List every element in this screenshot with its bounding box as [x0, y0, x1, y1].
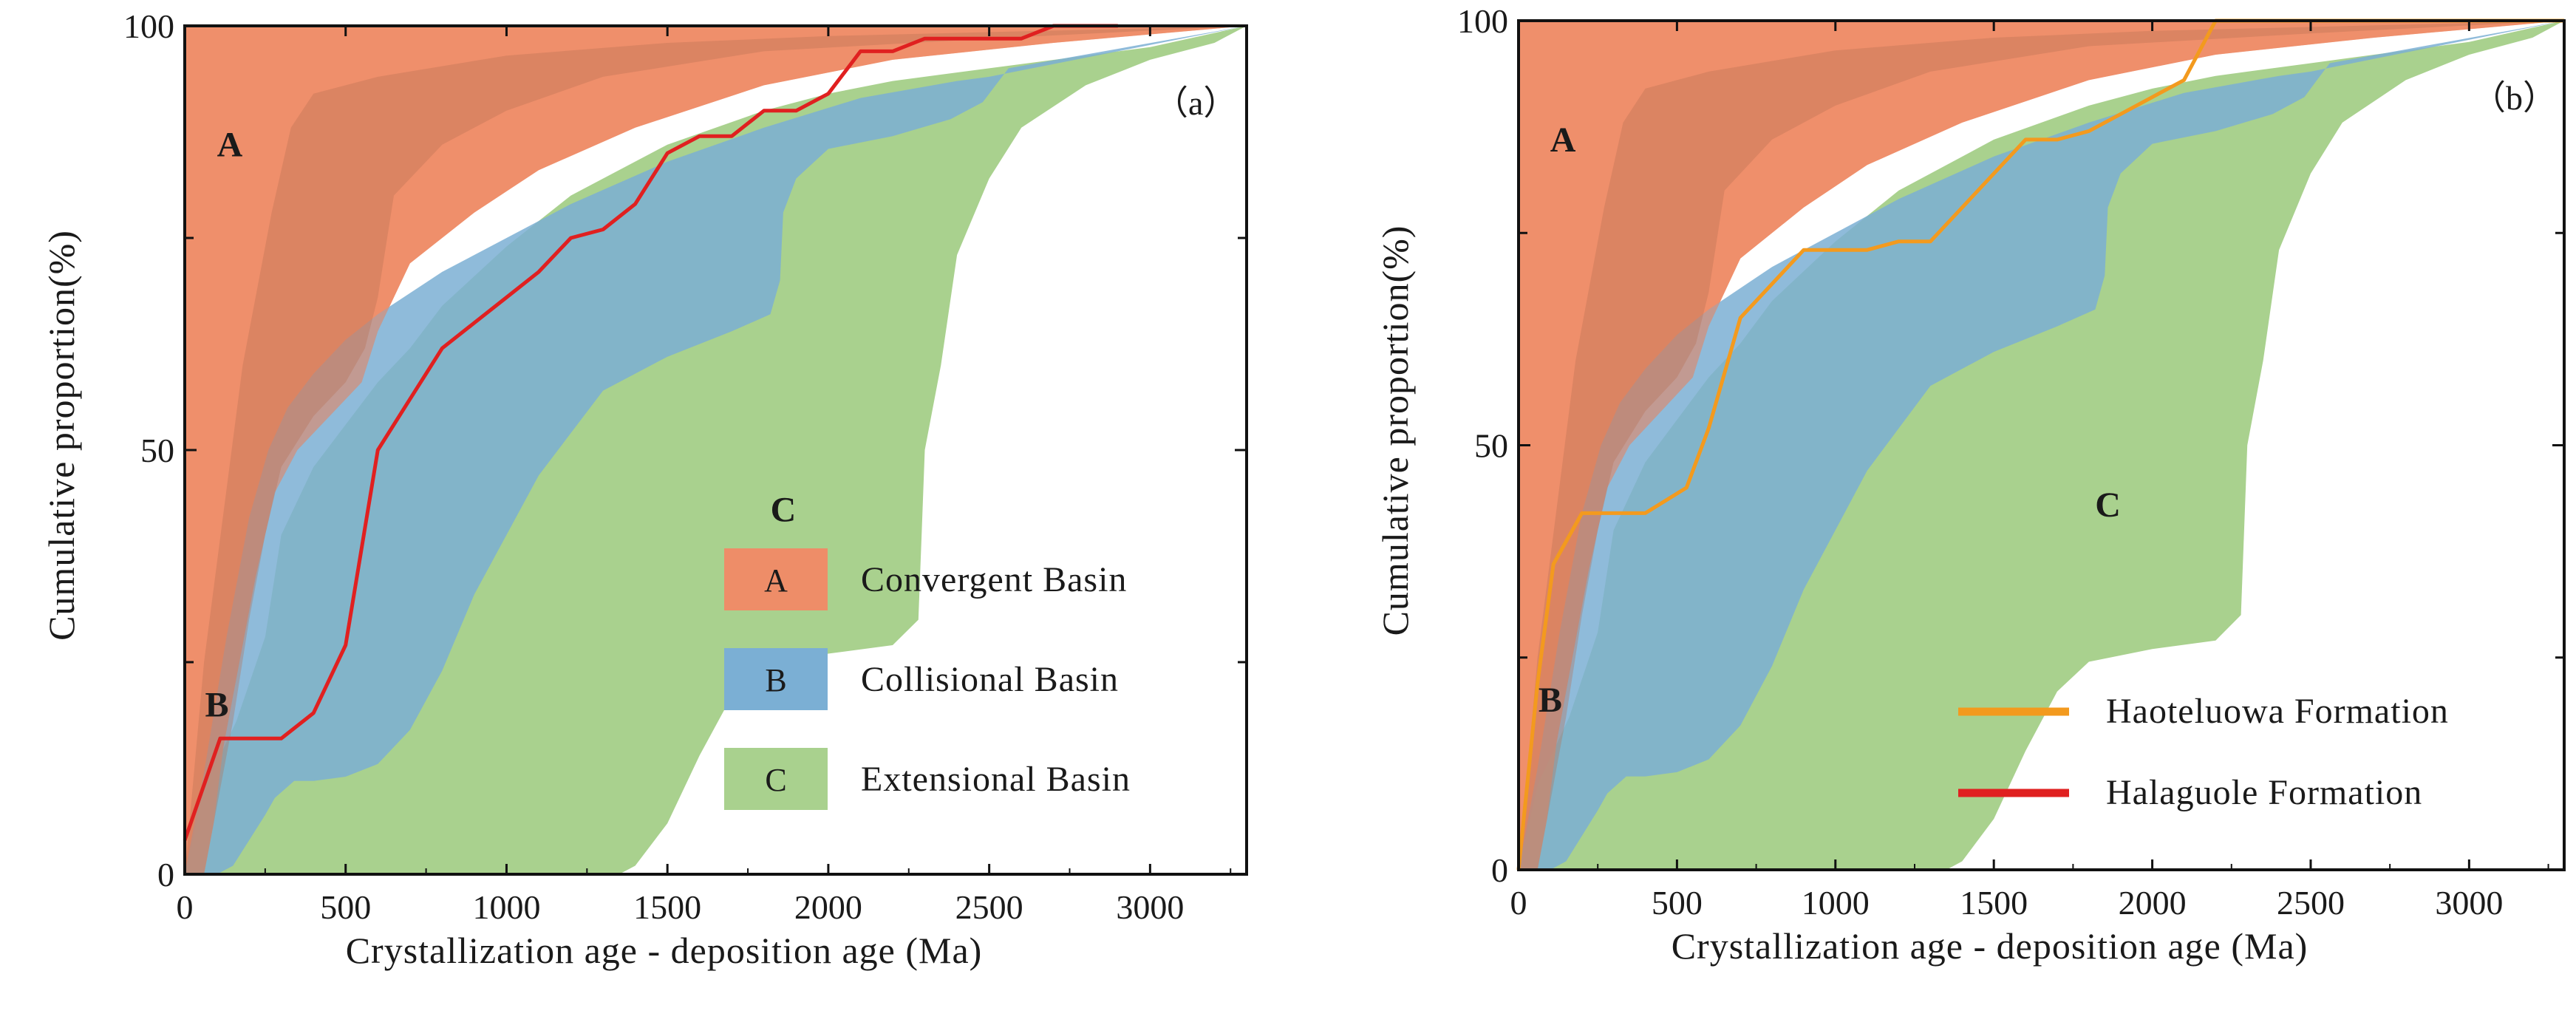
- chart-panel-a: 0 500 1000 1500 2000 2500 3000 0 50 100 Crystalliz…: [41, 7, 1248, 971]
- legend-entry-label: Halaguole Formation: [2106, 773, 2422, 812]
- discrimination-fields: [1519, 21, 2564, 870]
- y-tick-label: 100: [123, 7, 174, 45]
- x-tick-label: 2000: [794, 888, 862, 926]
- x-tick-label: 1000: [1802, 884, 1870, 922]
- y-axis-title: Cumulative proportion(%): [1374, 225, 1416, 636]
- panel-label: （b）: [2472, 79, 2557, 117]
- convergent-basin-overlay: [185, 26, 1247, 874]
- x-tick-label: 2500: [2277, 884, 2345, 922]
- y-tick-label: 50: [1474, 427, 1508, 465]
- region-label-c: C: [771, 490, 797, 529]
- region-label-c: C: [2095, 486, 2121, 525]
- x-tick-label: 1000: [472, 888, 540, 926]
- legend: Haoteluowa Formation Halaguole Formation: [1958, 692, 2449, 812]
- legend-entry-label: Haoteluowa Formation: [2106, 692, 2449, 731]
- region-label-b: B: [205, 685, 229, 724]
- legend: A Convergent Basin B Collisional Basin C Exte…: [724, 548, 1131, 810]
- region-label-b: B: [1539, 681, 1562, 720]
- x-tick-label: 2500: [955, 888, 1023, 926]
- legend-entry-label: Convergent Basin: [861, 560, 1127, 599]
- discrimination-fields: [185, 26, 1247, 874]
- x-tick-label: 500: [1652, 884, 1703, 922]
- x-axis-title: Crystallization age - deposition age (Ma…: [1672, 925, 2308, 967]
- legend-swatch-3: [724, 748, 828, 810]
- region-label-a: A: [1550, 120, 1576, 160]
- legend-entry-label: Extensional Basin: [861, 760, 1131, 799]
- x-tick-label: 2000: [2119, 884, 2187, 922]
- x-tick-label: 3000: [1116, 888, 1184, 926]
- series-line-halaguole-formation: [183, 24, 1118, 841]
- x-axis-title: Crystallization age - deposition age (Ma…: [346, 930, 983, 971]
- y-tick-label: 100: [1457, 2, 1508, 40]
- y-tick-label: 0: [1491, 851, 1508, 889]
- legend-swatch-letter: C: [765, 762, 786, 798]
- legend-swatch-2: [724, 648, 828, 710]
- x-tick-label: 1500: [633, 888, 701, 926]
- y-tick-label: 50: [140, 432, 174, 469]
- x-tick-label: 500: [320, 888, 371, 926]
- panel-label: （a）: [1154, 84, 1237, 122]
- extensional-basin-field: [1519, 21, 2564, 870]
- y-axis-title: Cumulative proportion(%): [41, 230, 82, 641]
- legend-entry-label: Collisional Basin: [861, 660, 1119, 699]
- region-label-a: A: [217, 126, 243, 165]
- y-tick-label: 0: [157, 856, 174, 893]
- extensional-basin-field: [185, 26, 1247, 874]
- convergent-basin-overlay: [1519, 21, 2564, 870]
- legend-swatch-1: [724, 548, 828, 610]
- x-tick-label: 1500: [1960, 884, 2028, 922]
- legend-swatch-letter: B: [765, 662, 786, 698]
- collisional-basin-field: [185, 26, 1247, 874]
- chart-panel-b: 0 500 1000 1500 2000 2500 3000 0 50 100 Crystalliz…: [1374, 2, 2566, 967]
- x-tick-label: 0: [1510, 884, 1527, 922]
- legend-swatch-letter: A: [764, 562, 788, 599]
- collisional-basin-field: [1519, 21, 2564, 870]
- x-tick-label: 3000: [2435, 884, 2503, 922]
- x-tick-label: 0: [177, 888, 194, 926]
